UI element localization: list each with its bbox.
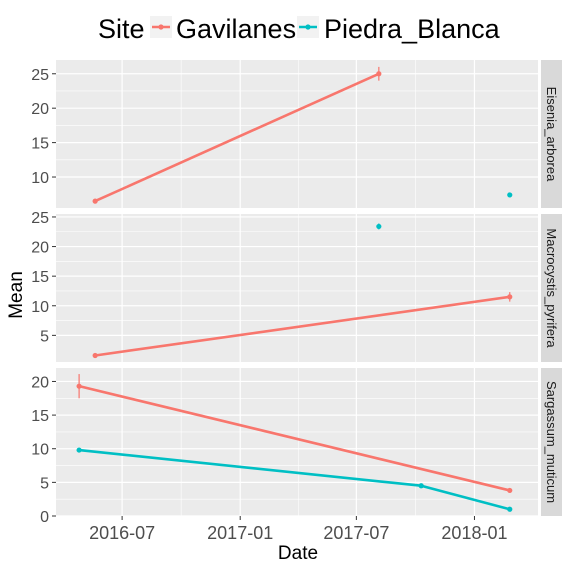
panel-background: [56, 368, 538, 516]
y-tick-label: 15: [31, 408, 49, 425]
y-tick-label: 15: [31, 136, 49, 153]
y-tick-label: 20: [31, 240, 49, 257]
y-tick-label: 15: [31, 269, 49, 286]
series-line-gavilanes: [94, 295, 510, 357]
x-axis: 2016-07 2017-01 2017-07 2018-01: [89, 516, 507, 543]
series-line-gavilanes: [94, 72, 380, 203]
y-tick-label: 5: [40, 475, 49, 492]
facet-strip: [541, 60, 562, 208]
panel-background: [56, 214, 538, 362]
y-tick-label: 10: [31, 170, 49, 187]
y-tick-label: 20: [31, 374, 49, 391]
x-tick-label: 2017-01: [207, 523, 273, 543]
panel-eisenia-arborea: 10 15 20 25 Eisenia_arborea: [31, 60, 562, 208]
x-tick-label: 2018-01: [441, 523, 507, 543]
y-tick-label: 25: [31, 210, 49, 227]
y-tick-label: 10: [31, 442, 49, 459]
y-tick-label: 20: [31, 101, 49, 118]
y-tick-label: 0: [40, 509, 49, 526]
data-point-gavilanes: [507, 294, 513, 300]
x-tick-label: 2017-07: [323, 523, 389, 543]
data-point-piedra-blanca: [418, 483, 424, 489]
legend-title: Site: [98, 14, 145, 44]
facet-strip: [541, 368, 562, 516]
data-point-piedra-blanca: [76, 447, 82, 453]
y-tick-label: 5: [40, 328, 49, 345]
panel-sargassum-muticum: 0 5 10 15 20 Sargassum_muticum: [31, 368, 562, 526]
data-point-piedra-blanca: [507, 192, 513, 198]
data-point-gavilanes: [507, 487, 513, 494]
panel-macrocystis-pyrifera: 5 10 15 20 25 Macrocystis_pyrifera: [31, 210, 562, 362]
facet-strip-label: Macrocystis_pyrifera: [544, 228, 559, 348]
data-point-gavilanes: [76, 383, 82, 389]
facet-strip-label: Sargassum_muticum: [544, 381, 559, 503]
series-line-gavilanes: [78, 384, 511, 492]
legend-label-gavilanes: Gavilanes: [176, 14, 296, 44]
data-point-gavilanes: [92, 198, 98, 204]
x-tick-label: 2016-07: [89, 523, 155, 543]
facet-panels: 10 15 20 25 Eisenia_arborea 5 10 15 20 25 Macrocys…: [31, 60, 562, 526]
legend-label-piedra-blanca: Piedra_Blanca: [324, 14, 501, 44]
y-axis-title: Mean: [6, 271, 27, 319]
facet-strip-label: Eisenia_arborea: [544, 87, 559, 182]
y-tick-label: 10: [31, 299, 49, 316]
x-axis-title: Date: [278, 543, 318, 564]
legend-key-point-piedra-blanca: [305, 24, 311, 30]
y-tick-label: 25: [31, 67, 49, 84]
data-point-gavilanes: [376, 71, 382, 77]
data-point-piedra-blanca: [507, 506, 513, 512]
data-point-piedra-blanca: [376, 223, 382, 230]
facet-strip: [541, 214, 562, 362]
legend: Site Gavilanes Piedra_Blanca: [98, 14, 501, 44]
data-point-gavilanes: [92, 352, 98, 359]
legend-key-point-gavilanes: [158, 24, 164, 30]
